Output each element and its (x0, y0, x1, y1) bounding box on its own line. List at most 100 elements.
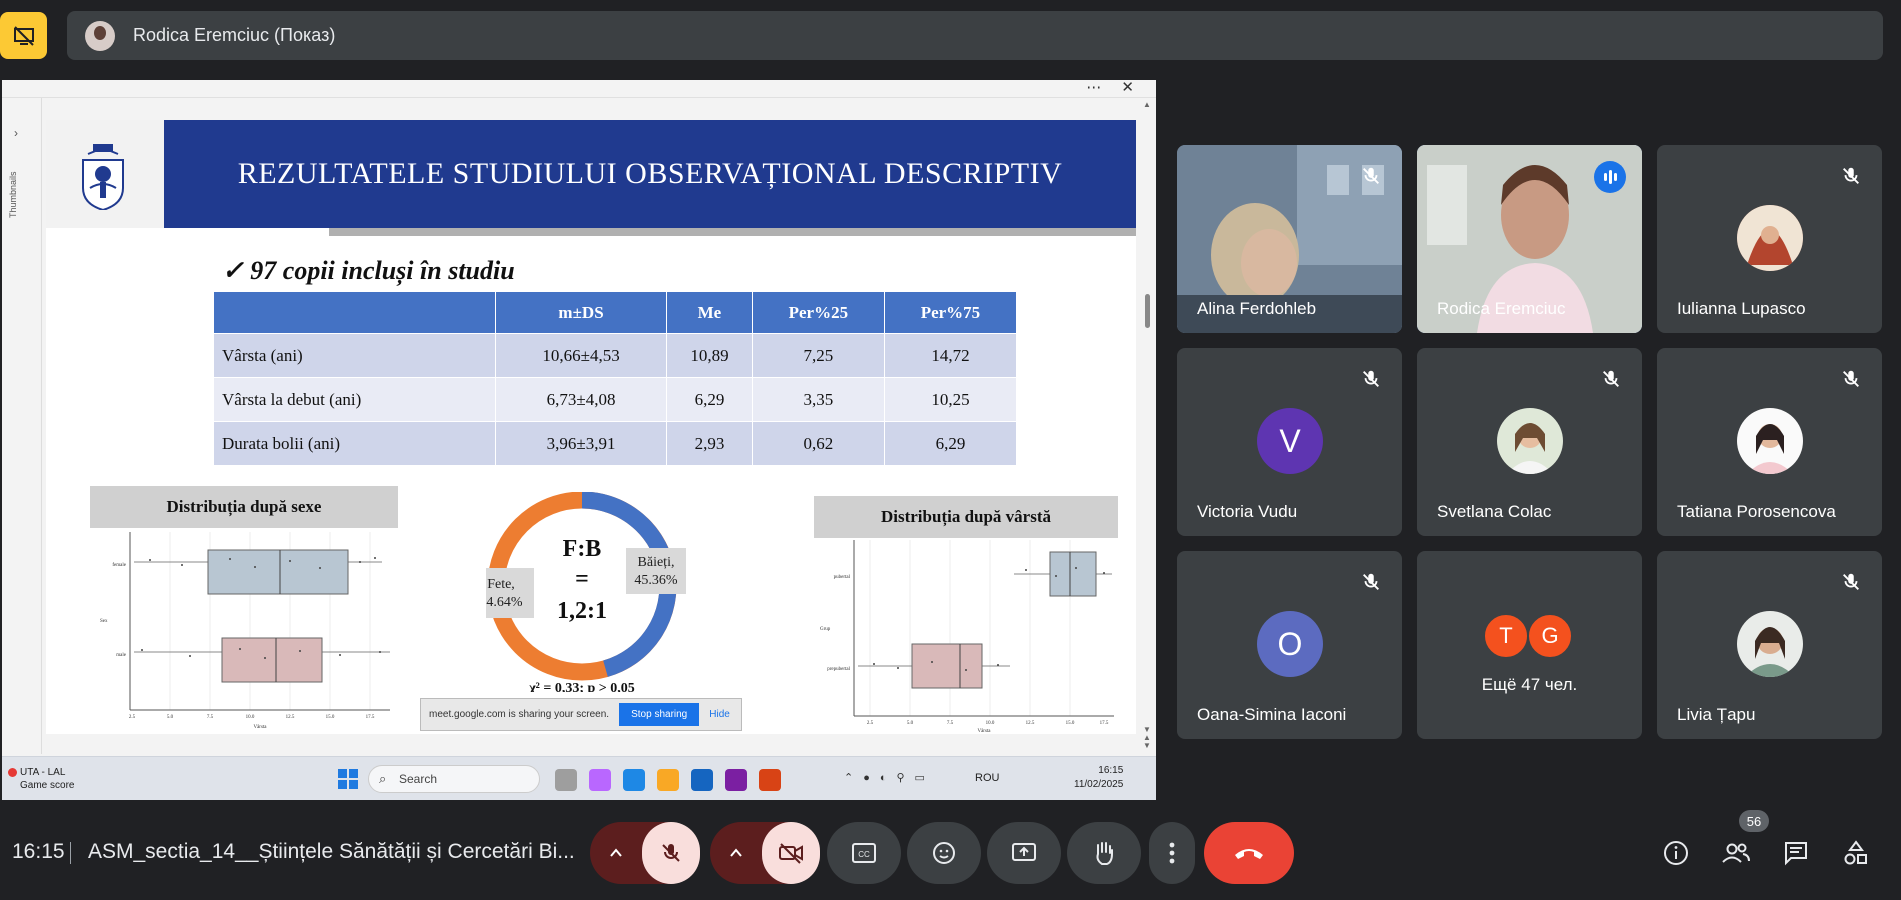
table-cell: Vârsta la debut (ani) (213, 377, 496, 422)
participant-tile[interactable]: Iulianna Lupasco (1657, 145, 1882, 333)
sex-cat-top: female (112, 563, 126, 568)
age-boxplot: pubertal prepubertal Grup Vârsta 2.5 5.0… (820, 540, 1114, 734)
captions-button[interactable]: CC (827, 822, 901, 884)
video-options-button[interactable] (710, 822, 762, 884)
donut-footnote: χ² = 0,33; p > 0,05 (528, 681, 635, 692)
taskbar-clock[interactable]: 16:15 11/02/2025 (1074, 764, 1123, 792)
chevron-up-icon (730, 848, 742, 857)
chat-icon (1785, 842, 1807, 866)
table-cell: 6,73±4,08 (494, 377, 668, 422)
presenter-bar[interactable]: Rodica Eremciuc (Показ) (67, 11, 1883, 60)
table-header: Me (666, 291, 753, 334)
reactions-button[interactable] (907, 822, 981, 884)
participant-tile[interactable]: O Oana-Simina Iaconi (1177, 551, 1402, 739)
participant-name: Victoria Vudu (1197, 502, 1298, 521)
participant-video (1177, 145, 1402, 333)
participant-avatar: G (1527, 613, 1573, 659)
raise-hand-button[interactable] (1067, 822, 1141, 884)
hide-button[interactable]: Hide (709, 709, 730, 720)
microphone-toggle-button[interactable] (642, 822, 700, 884)
game-subtitle: Game score (20, 780, 75, 791)
donut-center-eq: = (575, 566, 589, 592)
girls-percent: 54.64% (486, 595, 523, 610)
scroll-thumb[interactable] (1145, 294, 1150, 328)
thumbnails-pane[interactable]: › Thumbnails (2, 98, 42, 754)
participant-tile[interactable]: Svetlana Colac (1417, 348, 1642, 536)
table-cell: 6,29 (883, 421, 1018, 466)
age-ylabel: Grup (820, 627, 831, 632)
table-header (213, 291, 496, 334)
task-view-icon[interactable] (555, 769, 577, 791)
participant-tile[interactable]: Rodica Eremciuc (1417, 145, 1642, 333)
stop-sharing-button[interactable]: Stop sharing (619, 703, 700, 726)
participant-tile[interactable]: Alina Ferdohleb (1177, 145, 1402, 333)
copilot-icon[interactable] (589, 769, 611, 791)
mic-off-icon (1843, 573, 1859, 590)
game-widget[interactable]: UTA - LAL Game score (8, 766, 75, 792)
viewer-window-controls[interactable]: ⋯ ✕ (1086, 80, 1142, 96)
share-note-text: meet.google.com is sharing your screen. (429, 709, 610, 720)
participant-tile[interactable]: Tatiana Porosencova (1657, 348, 1882, 536)
table-cell: 14,72 (883, 333, 1018, 378)
windows-start-icon[interactable] (338, 769, 358, 789)
sex-boxplot: female male Sex Vârsta 2.5 5.0 7.5 10.0 … (100, 532, 390, 730)
language-indicator[interactable]: ROU (975, 772, 1000, 784)
expand-thumbnails-icon[interactable]: › (14, 126, 18, 140)
camera-toggle-button[interactable] (762, 822, 820, 884)
meeting-details-button[interactable] (1661, 838, 1691, 868)
table-cell: 0,62 (751, 421, 885, 466)
participant-avatar: V (1257, 408, 1323, 474)
participant-tile[interactable]: Livia Țapu (1657, 551, 1882, 739)
screen-share-off-icon (13, 25, 34, 46)
emoji-icon (933, 842, 955, 864)
activities-button[interactable] (1841, 838, 1871, 868)
sex-tick: 12.5 (286, 715, 295, 720)
presenter-name: Rodica Eremciuc (Показ) (133, 25, 336, 45)
mic-off-icon (1363, 573, 1379, 590)
participant-avatar (1497, 408, 1563, 474)
participant-name: Alina Ferdohleb (1197, 299, 1317, 318)
age-xlabel: Vârsta (977, 729, 991, 734)
chat-button[interactable] (1781, 838, 1811, 868)
table-cell: 10,25 (883, 377, 1018, 422)
more-participants-tile[interactable]: T G Ещё 47 чел. (1417, 551, 1642, 739)
meeting-clock: 16:15 (12, 840, 65, 863)
table-header: Per%25 (751, 291, 885, 334)
slide: REZULTATELE STUDIULUI OBSERVAȚIONAL DESC… (46, 120, 1136, 734)
present-screen-button[interactable] (987, 822, 1061, 884)
leave-call-button[interactable] (1204, 822, 1294, 884)
scroll-up-icon[interactable]: ▲ (1143, 100, 1151, 109)
people-button[interactable] (1721, 838, 1751, 868)
camera-control-group (710, 822, 820, 884)
title-underline (329, 228, 1136, 236)
file-explorer-icon[interactable] (657, 769, 679, 791)
powerpoint-icon[interactable] (759, 769, 781, 791)
table-cell: 3,35 (751, 377, 885, 422)
sex-tick: 7.5 (207, 715, 214, 720)
participant-avatar: T (1483, 613, 1529, 659)
viber-icon[interactable] (725, 769, 747, 791)
participant-name: Iulianna Lupasco (1677, 299, 1806, 318)
scroll-down-icon[interactable]: ▼ ▲ ▼ (1143, 725, 1151, 750)
mic-off-icon (1363, 370, 1379, 387)
slide-title: REZULTATELE STUDIULUI OBSERVAȚIONAL DESC… (164, 120, 1136, 228)
taskbar-search[interactable]: ⌕ Search (368, 765, 540, 793)
age-cat-bottom: prepubertal (827, 667, 850, 672)
more-vert-icon (1169, 842, 1175, 864)
store-icon[interactable] (691, 769, 713, 791)
more-options-button[interactable] (1149, 822, 1195, 884)
age-tick: 15.0 (1066, 721, 1075, 726)
taskbar-apps (555, 769, 781, 791)
slide-scrollbar[interactable]: ▲ ▼ ▲ ▼ (1140, 98, 1154, 754)
sex-tick: 2.5 (129, 715, 136, 720)
thumbnails-label: Thumbnails (8, 171, 18, 218)
presentation-indicator-button[interactable] (0, 12, 47, 59)
donut-center-value: 1,2:1 (557, 598, 607, 624)
table-header: Per%75 (883, 291, 1018, 334)
edge-icon[interactable] (623, 769, 645, 791)
age-tick: 2.5 (867, 721, 874, 726)
audio-options-button[interactable] (590, 822, 642, 884)
system-tray-icons[interactable]: ⌃●◐⚲▭ (844, 772, 935, 784)
participant-tile[interactable]: V Victoria Vudu (1177, 348, 1402, 536)
